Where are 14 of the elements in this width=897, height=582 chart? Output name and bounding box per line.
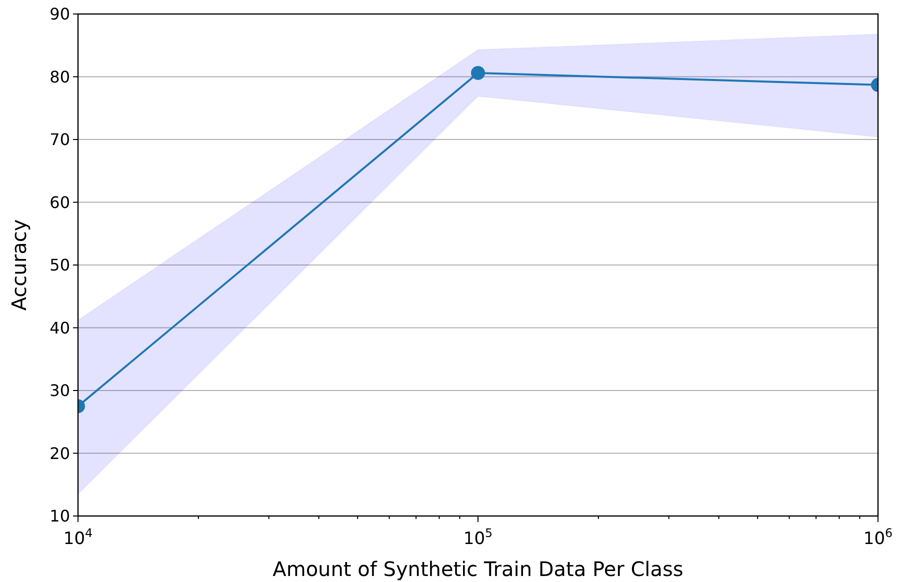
x-tick-label: 10$^{6}$	[863, 526, 893, 549]
y-axis-title: Accuracy	[7, 219, 31, 311]
y-tick-label: 60	[50, 192, 70, 212]
x-tick-label: 10$^{4}$	[63, 526, 93, 549]
y-tick-label: 70	[50, 130, 70, 150]
y-tick-label: 10	[50, 506, 70, 526]
x-tick-label: 10$^{5}$	[463, 526, 493, 549]
y-tick-label: 90	[50, 4, 70, 24]
x-axis-title: Amount of Synthetic Train Data Per Class	[272, 557, 684, 581]
y-tick-label: 80	[50, 67, 70, 86]
y-tick-label: 30	[50, 381, 70, 400]
y-tick-label: 40	[50, 318, 70, 338]
y-tick-label: 20	[50, 444, 70, 463]
y-tick-label: 50	[50, 256, 70, 275]
